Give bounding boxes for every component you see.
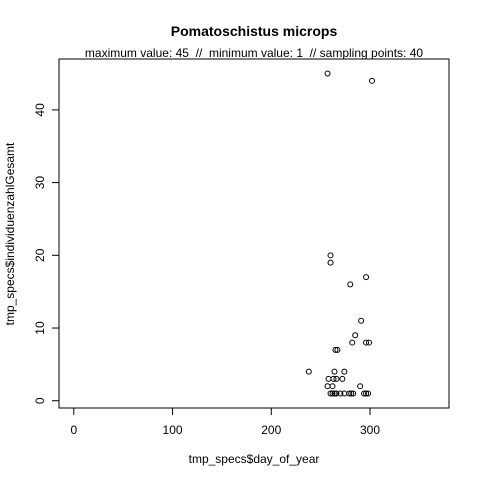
- data-point: [333, 390, 340, 397]
- data-point: [327, 390, 334, 397]
- chart-title: Pomatoschistus microps: [171, 23, 338, 39]
- y-axis-label: tmp_specs$individuenzahlGesamt: [3, 142, 17, 325]
- data-point: [339, 375, 346, 382]
- data-point: [329, 390, 336, 397]
- data-point: [350, 390, 357, 397]
- y-tick-label: 40: [33, 103, 47, 117]
- data-point: [331, 368, 338, 375]
- data-point: [346, 390, 353, 397]
- y-tick-label: 30: [33, 176, 47, 190]
- data-points: [305, 70, 375, 397]
- data-point: [347, 281, 354, 288]
- y-tick-label: 20: [33, 248, 47, 262]
- y-tick-label: 0: [33, 397, 47, 404]
- data-point: [330, 375, 337, 382]
- data-point: [334, 346, 341, 353]
- data-point: [331, 390, 338, 397]
- data-point: [329, 383, 336, 390]
- data-point: [352, 332, 359, 339]
- data-point: [327, 252, 334, 259]
- data-point: [368, 77, 375, 84]
- data-point: [337, 390, 344, 397]
- data-point: [305, 368, 312, 375]
- y-tick-label: 10: [33, 321, 47, 335]
- data-point: [348, 390, 355, 397]
- x-axis: 0 100 200 300: [70, 407, 380, 437]
- data-point: [349, 339, 356, 346]
- x-tick-label: 0: [70, 423, 77, 437]
- data-point: [358, 317, 365, 324]
- y-axis: 0 10 20 30 40: [33, 103, 60, 404]
- data-point: [327, 259, 334, 266]
- data-point: [357, 383, 364, 390]
- x-tick-label: 100: [163, 423, 183, 437]
- data-point: [324, 70, 331, 77]
- data-point: [333, 375, 340, 382]
- data-point: [366, 339, 373, 346]
- x-axis-label: tmp_specs$day_of_year: [189, 452, 320, 466]
- data-point: [324, 383, 331, 390]
- chart-subtitle: maximum value: 45 // minimum value: 1 //…: [85, 46, 423, 60]
- data-point: [363, 390, 370, 397]
- data-point: [363, 274, 370, 281]
- x-tick-label: 300: [360, 423, 380, 437]
- data-point: [365, 390, 372, 397]
- data-point: [361, 390, 368, 397]
- data-point: [325, 375, 332, 382]
- x-tick-label: 200: [261, 423, 281, 437]
- data-point: [341, 368, 348, 375]
- data-point: [363, 339, 370, 346]
- data-point: [332, 346, 339, 353]
- plot-area-frame: [58, 58, 450, 409]
